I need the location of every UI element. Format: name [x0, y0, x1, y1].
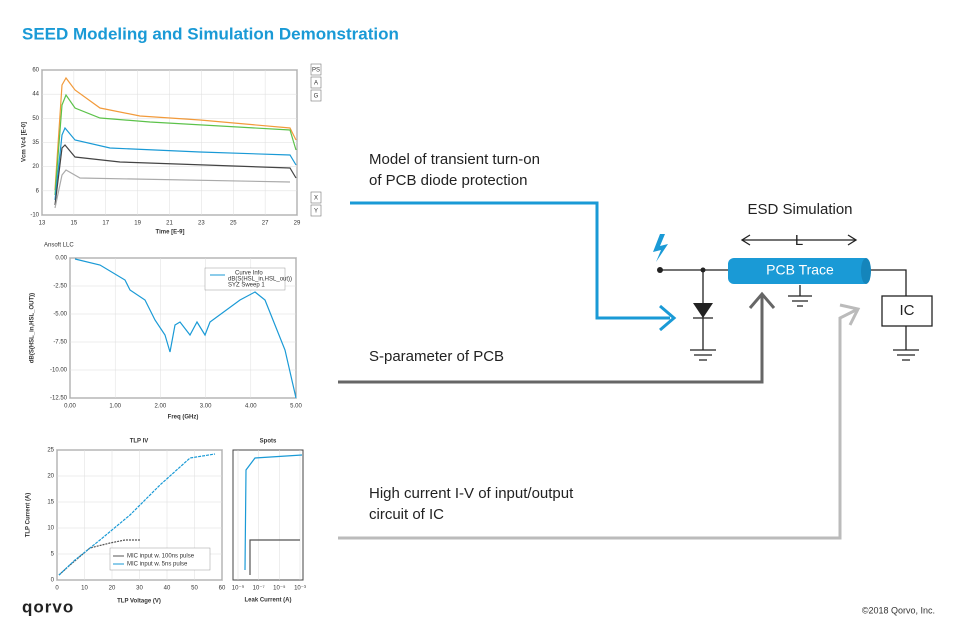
- x-tick-label: 29: [294, 221, 301, 227]
- x-axis-label: Time [E-9]: [156, 230, 185, 236]
- y-tick-label: 15: [47, 500, 54, 506]
- y-axis-label: TLP Current (A): [26, 493, 32, 538]
- y-tick-label: 20: [47, 474, 54, 480]
- title: SEED Modeling and Simulation Demonstrati…: [22, 24, 399, 43]
- label: circuit of IC: [369, 506, 444, 523]
- side-button: [310, 63, 322, 76]
- x-tick-label: 20: [109, 586, 116, 592]
- x-tick-label: 0.00: [64, 404, 76, 410]
- x-tick-label: 4.00: [245, 404, 257, 410]
- label: S-parameter of PCB: [369, 348, 504, 365]
- x-axis-label: Leak Current (A): [244, 598, 291, 604]
- x-tick-label: 19: [134, 221, 141, 227]
- x-tick-label: 23: [198, 221, 205, 227]
- legend: [109, 547, 211, 571]
- trace-end: [861, 258, 871, 284]
- logo: qorvo: [22, 597, 74, 616]
- node: [700, 267, 706, 273]
- y-tick-label: 44: [32, 92, 39, 98]
- x-tick-label: 60: [219, 586, 226, 592]
- side-button-label: PS: [312, 68, 320, 74]
- node: [657, 267, 663, 273]
- x-tick-label: 10⁻³: [294, 586, 306, 592]
- y-tick-label: -5.00: [53, 312, 67, 318]
- side-button: [310, 191, 322, 204]
- y-tick-label: -2.50: [53, 284, 67, 290]
- legend-text: MIC input w. 100ns pulse: [127, 554, 195, 560]
- circuit-title: ESD Simulation: [747, 201, 852, 218]
- y-tick-label: 25: [47, 448, 54, 454]
- legend-text: SYZ Sweep 1: [228, 283, 265, 289]
- x-tick-label: 15: [71, 221, 78, 227]
- x-tick-label: 27: [262, 221, 269, 227]
- label: High current I-V of input/output: [369, 485, 574, 502]
- y-tick-label: 20: [32, 164, 39, 170]
- x-tick-label: 10: [81, 586, 88, 592]
- ic-label: IC: [900, 302, 915, 319]
- y-tick-label: -7.50: [53, 340, 67, 346]
- y-tick-label: 0.00: [55, 256, 67, 262]
- diode: [693, 303, 713, 318]
- ic-box: [881, 295, 933, 327]
- legend-title: Curve Info: [235, 271, 263, 277]
- side-button-label: Y: [314, 209, 318, 215]
- plot-frame: [232, 449, 304, 581]
- x-tick-label: 13: [39, 221, 46, 227]
- x-tick-label: 10⁻⁷: [253, 585, 265, 592]
- lightning: [653, 234, 668, 262]
- length-label: L: [795, 232, 803, 249]
- y-tick-label: -10.00: [50, 368, 68, 374]
- y-axis-label: Vcm Vc4 [E-0]: [22, 122, 28, 162]
- x-tick-label: 25: [230, 221, 237, 227]
- side-button-label: X: [314, 196, 318, 202]
- label: Model of transient turn-on: [369, 151, 540, 168]
- side-button: [310, 89, 322, 102]
- y-tick-label: 10: [47, 526, 54, 532]
- legend: [204, 267, 286, 291]
- side-button-label: G: [314, 94, 319, 100]
- x-tick-label: 17: [102, 221, 109, 227]
- legend-text: MIC input w. 5ns pulse: [127, 562, 188, 568]
- x-axis-label: Freq (GHz): [168, 415, 199, 421]
- connectors: [338, 201, 861, 540]
- circuit: [660, 234, 919, 361]
- y-tick-label: 35: [32, 140, 39, 146]
- plot-title: Spots: [260, 439, 277, 445]
- y-axis-label: dB(S(HSL_in,HSL_OUT)): [30, 293, 36, 363]
- y-tick-label: 50: [32, 116, 39, 122]
- x-tick-label: 5.00: [290, 404, 302, 410]
- curves: [54, 76, 303, 576]
- x-axis-label: TLP Voltage (V): [117, 599, 161, 605]
- side-button-label: A: [314, 81, 318, 87]
- x-tick-label: 30: [136, 586, 143, 592]
- y-tick-label: -10: [30, 213, 39, 219]
- pcb-trace: [728, 258, 870, 284]
- trace-label: PCB Trace: [766, 262, 834, 278]
- y-tick-label: 5: [51, 552, 55, 558]
- copyright: ©2018 Qorvo, Inc.: [862, 605, 935, 615]
- vendor: Ansoft LLC: [44, 243, 74, 249]
- y-tick-label: 60: [32, 68, 39, 74]
- x-tick-label: 2.00: [155, 404, 167, 410]
- x-tick-label: 1.00: [109, 404, 121, 410]
- side-button: [310, 76, 322, 89]
- y-tick-label: 6: [36, 188, 40, 194]
- label: of PCB diode protection: [369, 172, 527, 189]
- x-tick-label: 10⁻⁵: [273, 585, 286, 592]
- x-tick-label: 50: [191, 586, 198, 592]
- plot-title: TLP IV: [130, 439, 149, 445]
- x-tick-label: 21: [166, 221, 173, 227]
- legend-text: dB(S(HSL_in,HSL_out)): [228, 277, 292, 283]
- y-tick-label: -12.50: [50, 396, 68, 402]
- x-tick-label: 10⁻⁹: [232, 585, 245, 592]
- x-tick-label: 40: [164, 586, 171, 592]
- side-button: [310, 204, 322, 217]
- x-tick-label: 0: [55, 586, 59, 592]
- y-tick-label: 0: [51, 578, 55, 584]
- x-tick-label: 3.00: [200, 404, 212, 410]
